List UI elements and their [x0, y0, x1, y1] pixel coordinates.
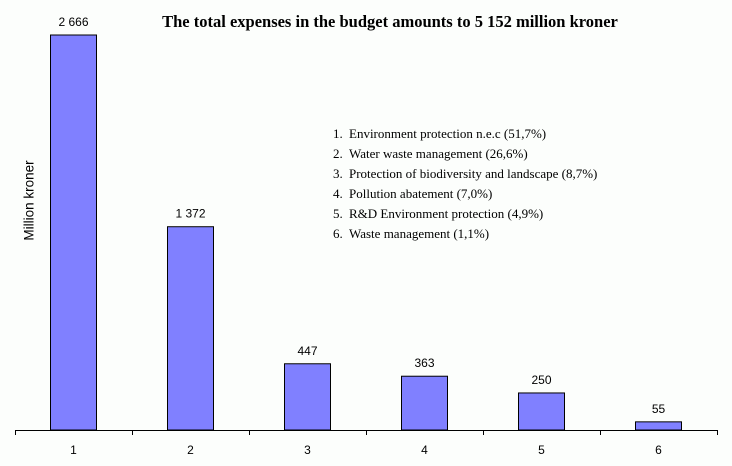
data-label: 447: [297, 344, 317, 358]
data-label: 1 372: [175, 207, 205, 221]
x-tick-label: 6: [655, 443, 662, 457]
x-tick-label: 4: [421, 443, 428, 457]
bar: [167, 226, 214, 431]
x-tick-label: 2: [187, 443, 194, 457]
legend-item: 4. Pollution abatement (7,0%): [333, 184, 597, 204]
bar: [50, 34, 97, 431]
legend-number: 1.: [333, 126, 343, 141]
legend-text: Waste management (1,1%): [349, 226, 490, 241]
bar: [635, 421, 682, 431]
legend-text: Water waste management (26,6%): [349, 146, 528, 161]
data-label: 2 666: [58, 15, 88, 29]
bar: [518, 392, 565, 431]
legend-text: Protection of biodiversity and landscape…: [349, 166, 598, 181]
legend-text: R&D Environment protection (4,9%): [349, 206, 544, 221]
y-axis-label: Million kroner: [21, 159, 37, 241]
legend-item: 2. Water waste management (26,6%): [333, 144, 597, 164]
x-tick-label: 5: [538, 443, 545, 457]
legend-item: 6. Waste management (1,1%): [333, 224, 597, 244]
legend: 1. Environment protection n.e.c (51,7%) 2…: [333, 124, 597, 244]
legend-item: 3. Protection of biodiversity and landsca…: [333, 164, 597, 184]
legend-text: Pollution abatement (7,0%): [349, 186, 493, 201]
legend-number: 5.: [333, 206, 343, 221]
legend-text: Environment protection n.e.c (51,7%): [349, 126, 547, 141]
legend-number: 4.: [333, 186, 343, 201]
data-label: 55: [652, 402, 666, 416]
chart-title: The total expenses in the budget amounts…: [162, 12, 618, 31]
bar: [401, 375, 448, 431]
legend-number: 6.: [333, 226, 343, 241]
x-tick-label: 1: [70, 443, 77, 457]
legend-item: 1. Environment protection n.e.c (51,7%): [333, 124, 597, 144]
legend-item: 5. R&D Environment protection (4,9%): [333, 204, 597, 224]
data-label: 363: [414, 356, 434, 370]
data-label: 250: [531, 373, 551, 387]
legend-number: 2.: [333, 146, 343, 161]
bar: [284, 363, 331, 431]
x-tick-label: 3: [304, 443, 311, 457]
legend-number: 3.: [333, 166, 343, 181]
